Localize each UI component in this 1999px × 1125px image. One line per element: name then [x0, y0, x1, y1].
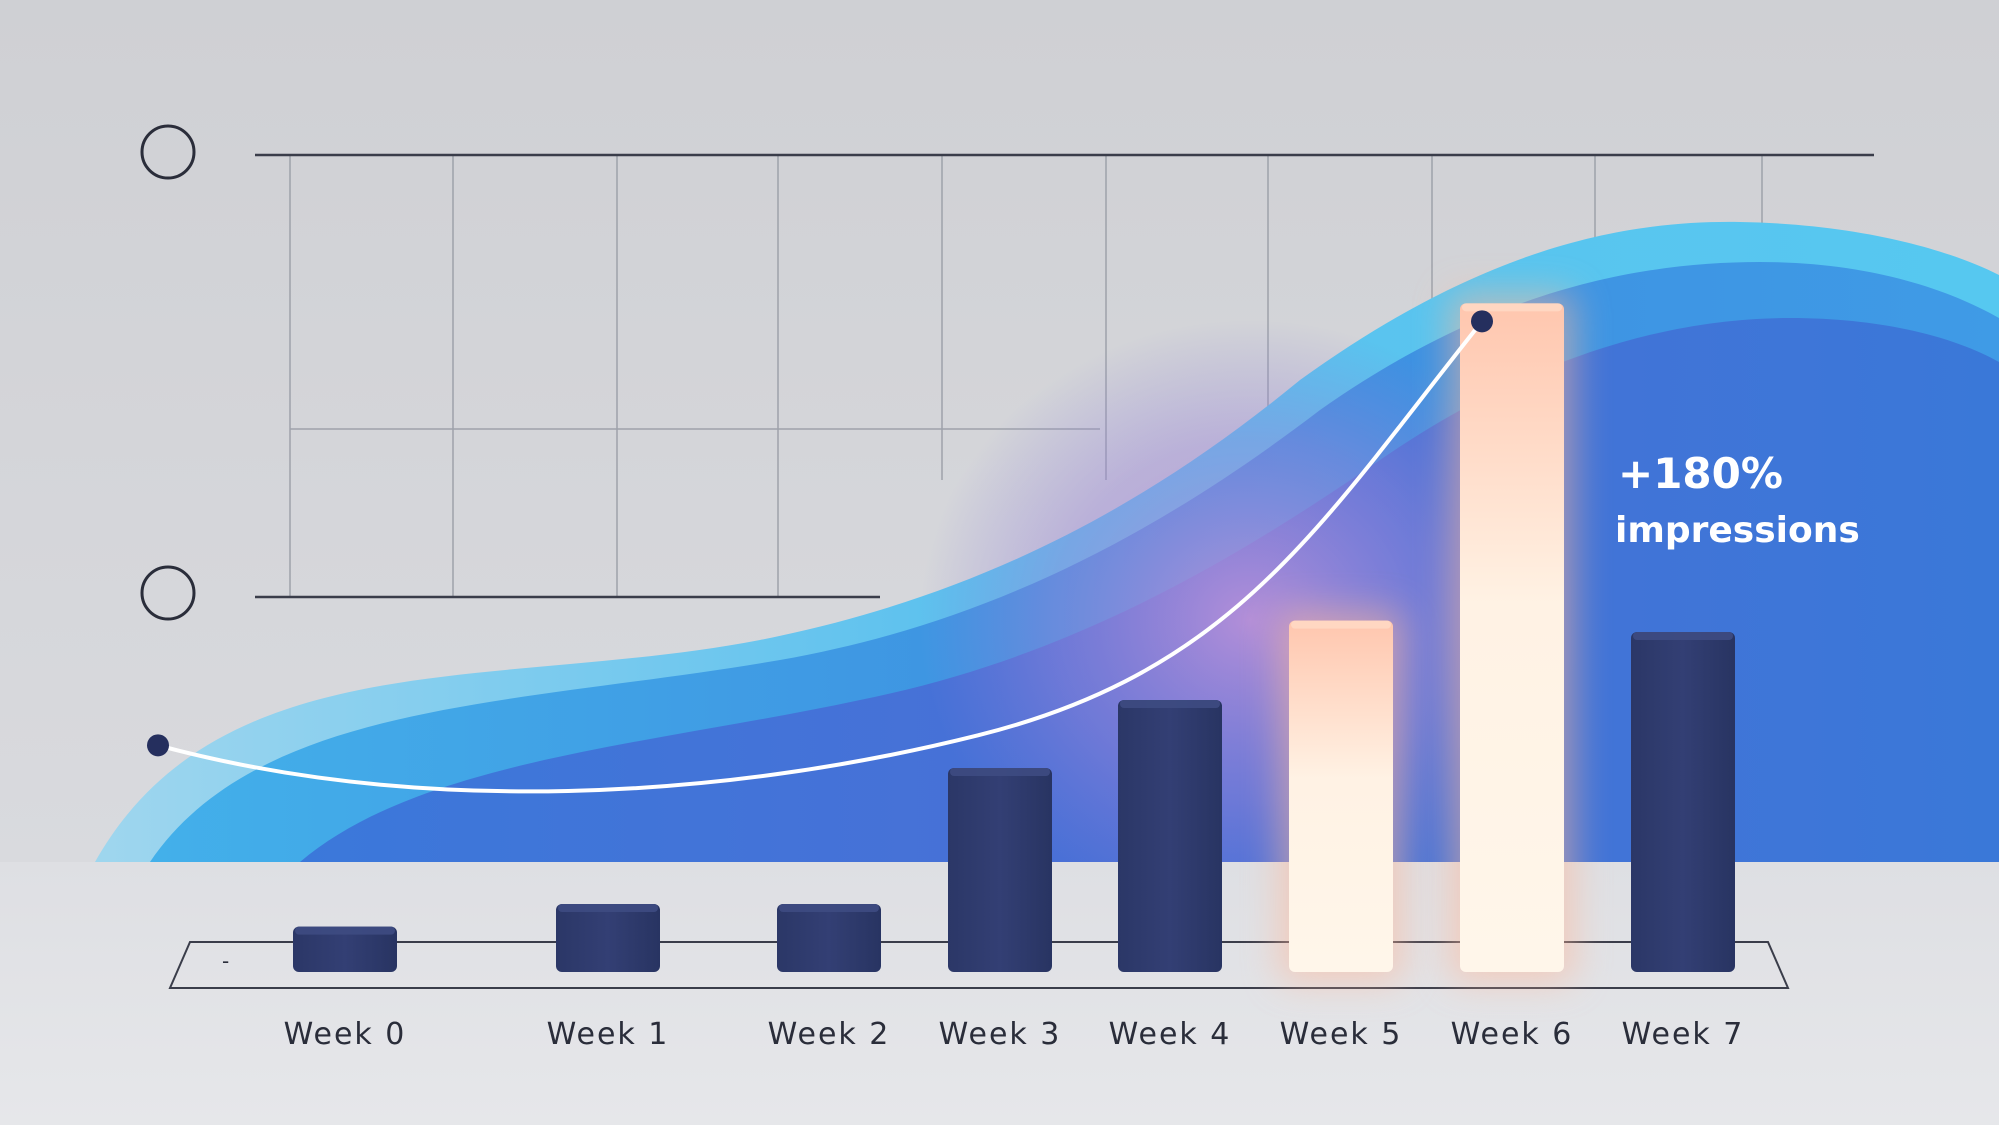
bar-week-7	[1631, 632, 1735, 972]
axis-marker-circle	[140, 124, 196, 180]
bar-week-1	[556, 904, 660, 972]
bar-top-face	[779, 904, 879, 912]
bar-week-6	[1460, 303, 1564, 972]
wave-glow	[920, 320, 1580, 920]
bar-week-3	[948, 768, 1052, 972]
x-tick-label: Week 5	[1280, 1017, 1403, 1052]
x-tick-label: Week 4	[1109, 1017, 1232, 1052]
bar-top-face	[1291, 620, 1391, 629]
x-tick-label: Week 0	[284, 1017, 407, 1052]
bars	[293, 293, 1735, 982]
bar-week-0	[293, 926, 397, 972]
axis-marker-circle	[140, 565, 196, 621]
x-tick-label: Week 6	[1451, 1017, 1574, 1052]
x-tick-label: Week 1	[547, 1017, 670, 1052]
bar-top-face	[1462, 303, 1562, 312]
annotation-value: +180%	[1618, 449, 1783, 498]
x-axis-labels: Week 0 Week 1 Week 2 Week 3 Week 4 Week 5 Week…	[284, 1017, 1745, 1052]
x-tick-label: Week 3	[939, 1017, 1062, 1052]
bar-top-face	[295, 926, 395, 935]
bar-top-face	[1633, 632, 1733, 640]
platform-minus-mark: -	[222, 949, 229, 973]
annotation-label: impressions	[1615, 510, 1860, 551]
bar-top-face	[950, 768, 1050, 776]
bar-top-face	[558, 904, 658, 912]
bar-week-5	[1289, 620, 1393, 972]
trend-line	[156, 319, 1484, 794]
bar-top-face	[1120, 700, 1220, 708]
trend-start-marker	[147, 734, 169, 757]
wave-front	[300, 318, 1999, 862]
x-tick-label: Week 7	[1622, 1017, 1745, 1052]
bar-week-4	[1118, 700, 1222, 972]
trend-end-marker	[1471, 310, 1493, 333]
platform	[168, 941, 1790, 989]
bar-week-2	[777, 904, 881, 972]
x-tick-label: Week 2	[768, 1017, 891, 1052]
